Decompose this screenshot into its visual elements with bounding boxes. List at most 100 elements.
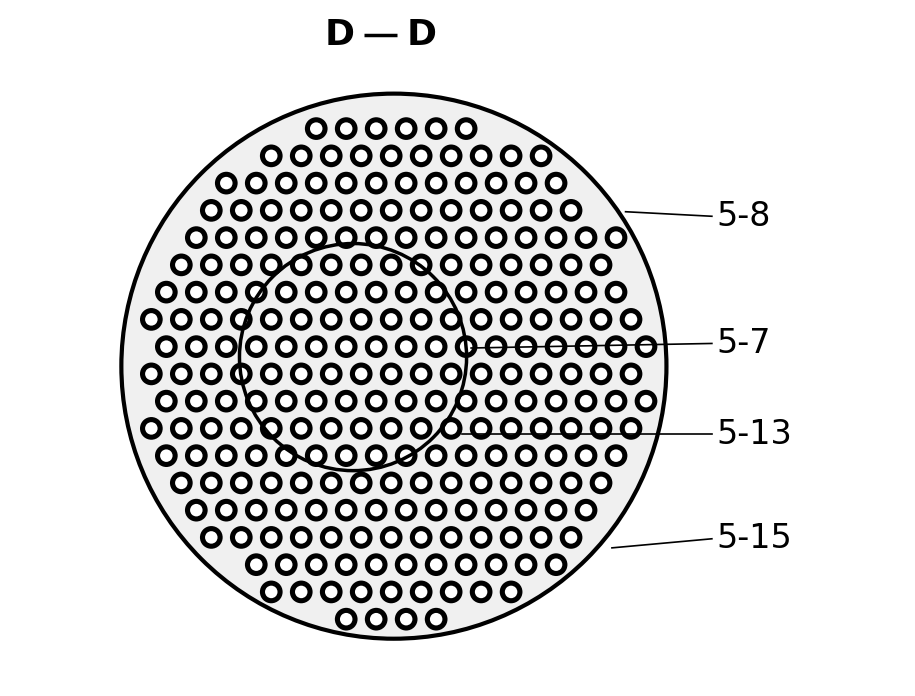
Circle shape — [445, 313, 458, 326]
Text: 5-7: 5-7 — [716, 327, 771, 360]
Circle shape — [505, 367, 517, 380]
Circle shape — [535, 259, 547, 271]
Circle shape — [455, 444, 478, 467]
Circle shape — [170, 253, 193, 276]
Circle shape — [544, 553, 567, 576]
Circle shape — [414, 531, 427, 544]
Circle shape — [265, 367, 277, 380]
Circle shape — [220, 177, 232, 189]
Circle shape — [235, 477, 248, 489]
Circle shape — [565, 422, 577, 434]
Circle shape — [530, 145, 553, 167]
Circle shape — [295, 531, 307, 544]
Circle shape — [565, 313, 577, 326]
Circle shape — [425, 390, 447, 413]
Circle shape — [535, 313, 547, 326]
Circle shape — [530, 417, 553, 440]
Circle shape — [340, 286, 352, 299]
Circle shape — [505, 259, 517, 271]
Circle shape — [500, 472, 522, 494]
Circle shape — [250, 286, 263, 299]
Circle shape — [280, 286, 293, 299]
Circle shape — [170, 363, 193, 386]
Circle shape — [200, 253, 222, 276]
Circle shape — [290, 472, 313, 494]
Circle shape — [205, 477, 218, 489]
Circle shape — [122, 94, 666, 639]
Circle shape — [430, 504, 442, 516]
Circle shape — [335, 390, 358, 413]
Circle shape — [619, 417, 642, 440]
Circle shape — [295, 313, 307, 326]
Circle shape — [595, 313, 608, 326]
Circle shape — [320, 580, 342, 603]
Circle shape — [425, 499, 447, 521]
Circle shape — [365, 444, 388, 467]
Circle shape — [394, 172, 417, 194]
Circle shape — [400, 450, 413, 462]
Text: D: D — [406, 17, 436, 52]
Circle shape — [515, 172, 537, 194]
Circle shape — [394, 117, 417, 140]
Circle shape — [320, 526, 342, 548]
Circle shape — [530, 308, 553, 331]
Circle shape — [575, 444, 597, 467]
Circle shape — [325, 367, 338, 380]
Circle shape — [370, 122, 382, 135]
Circle shape — [535, 422, 547, 434]
Circle shape — [560, 308, 583, 331]
Circle shape — [160, 450, 173, 462]
Circle shape — [490, 340, 502, 353]
Circle shape — [485, 226, 508, 249]
Circle shape — [619, 308, 642, 331]
Circle shape — [475, 585, 488, 598]
Circle shape — [490, 177, 502, 189]
Circle shape — [274, 499, 297, 521]
Circle shape — [394, 553, 417, 576]
Circle shape — [245, 499, 267, 521]
Circle shape — [175, 477, 188, 489]
Circle shape — [550, 340, 563, 353]
Circle shape — [335, 172, 358, 194]
Circle shape — [200, 526, 222, 548]
Circle shape — [500, 363, 522, 386]
Circle shape — [469, 253, 492, 276]
Circle shape — [455, 280, 478, 303]
Circle shape — [365, 499, 388, 521]
Circle shape — [535, 150, 547, 162]
Circle shape — [205, 204, 218, 216]
Circle shape — [490, 558, 502, 571]
Circle shape — [400, 558, 413, 571]
Circle shape — [320, 363, 342, 386]
Circle shape — [535, 477, 547, 489]
Circle shape — [425, 226, 447, 249]
Circle shape — [445, 422, 458, 434]
Circle shape — [595, 422, 608, 434]
Circle shape — [520, 395, 533, 407]
Circle shape — [205, 531, 218, 544]
Circle shape — [320, 253, 342, 276]
Circle shape — [175, 313, 188, 326]
Circle shape — [475, 531, 488, 544]
Circle shape — [220, 450, 232, 462]
Circle shape — [445, 585, 458, 598]
Circle shape — [155, 280, 178, 303]
Circle shape — [505, 204, 517, 216]
Circle shape — [290, 526, 313, 548]
Circle shape — [550, 395, 563, 407]
Circle shape — [609, 450, 622, 462]
Circle shape — [260, 199, 283, 222]
Circle shape — [580, 504, 592, 516]
Circle shape — [295, 585, 307, 598]
Circle shape — [370, 558, 382, 571]
Circle shape — [410, 363, 433, 386]
Circle shape — [410, 417, 433, 440]
Circle shape — [394, 226, 417, 249]
Circle shape — [160, 395, 173, 407]
Circle shape — [544, 390, 567, 413]
Circle shape — [460, 558, 472, 571]
Circle shape — [230, 363, 253, 386]
Circle shape — [400, 504, 413, 516]
Circle shape — [310, 450, 322, 462]
Circle shape — [565, 367, 577, 380]
